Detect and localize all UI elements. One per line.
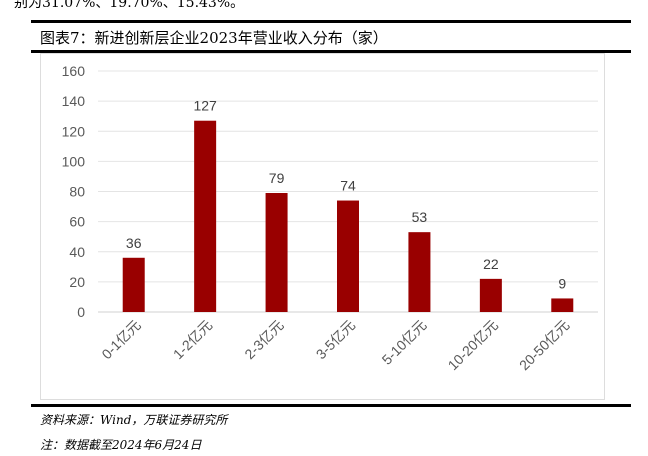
bar <box>122 257 145 312</box>
bar <box>265 193 288 312</box>
preceding-text: 别为31.07%、19.70%、15.43%。 <box>14 0 245 11</box>
bar <box>408 232 431 312</box>
title-rule <box>31 50 631 53</box>
data-label: 53 <box>412 209 428 225</box>
data-label: 79 <box>269 170 285 186</box>
x-tick-label: 0-1亿元 <box>98 317 143 362</box>
y-tick-label: 140 <box>62 93 86 109</box>
bar <box>337 200 359 312</box>
data-label: 36 <box>126 235 142 251</box>
y-tick-label: 40 <box>69 244 85 260</box>
y-tick-label: 120 <box>62 123 86 139</box>
y-tick-label: 100 <box>62 153 86 169</box>
bar <box>479 278 502 312</box>
chart-frame <box>40 53 605 400</box>
y-tick-label: 80 <box>69 184 85 200</box>
x-tick-label: 10-20亿元 <box>445 317 501 373</box>
x-tick-label: 1-2亿元 <box>170 317 215 362</box>
bar <box>194 120 217 312</box>
data-label: 22 <box>483 256 499 272</box>
bottom-rule <box>31 404 631 407</box>
y-tick-label: 60 <box>69 214 85 230</box>
date-note: 注：数据截至2024年6月24日 <box>40 438 202 452</box>
data-label: 9 <box>558 275 566 291</box>
x-tick-label: 20-50亿元 <box>516 317 572 373</box>
bar <box>551 298 574 312</box>
x-tick-label: 3-5亿元 <box>313 317 358 362</box>
source-note: 资料来源：Wind，万联证券研究所 <box>40 413 228 427</box>
x-tick-label: 5-10亿元 <box>379 317 430 368</box>
data-label: 74 <box>340 178 356 194</box>
y-tick-label: 20 <box>69 274 85 290</box>
y-tick-label: 160 <box>62 63 86 79</box>
chart-title: 图表7：新进创新层企业2023年营业收入分布（家） <box>40 29 388 47</box>
y-tick-label: 0 <box>77 304 85 320</box>
top-rule <box>31 20 631 23</box>
x-tick-label: 2-3亿元 <box>241 317 286 362</box>
data-label: 127 <box>193 98 217 114</box>
